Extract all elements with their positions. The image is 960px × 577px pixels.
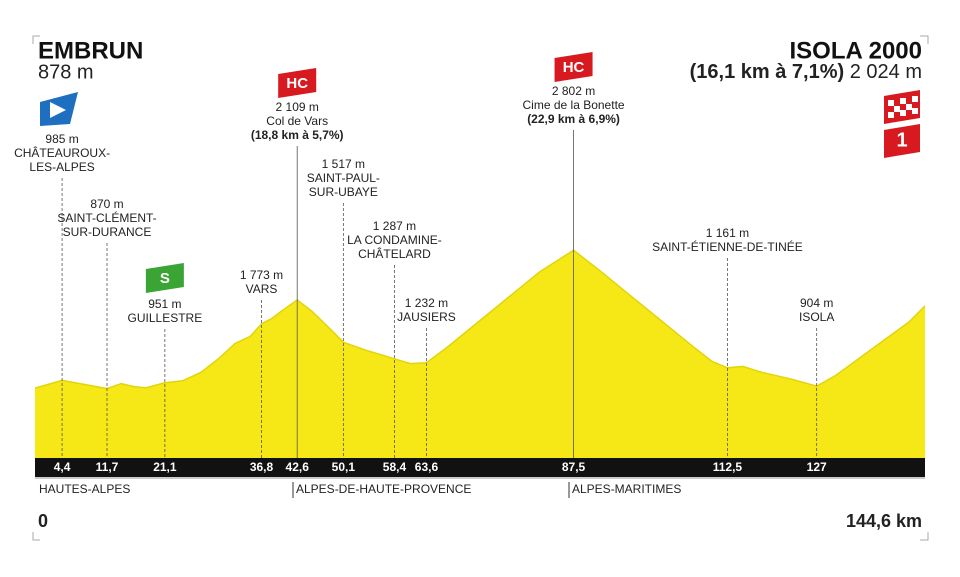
- km-label: 11,7: [96, 460, 119, 474]
- km-label: 127: [807, 460, 827, 474]
- department-label: HAUTES-ALPES: [39, 482, 130, 496]
- start-name: EMBRUN: [38, 37, 143, 64]
- climb-category: HC: [563, 59, 585, 76]
- km-label: 42,6: [286, 460, 310, 474]
- finish-flag: [884, 90, 920, 124]
- frame: [32, 35, 929, 541]
- waypoint-altitude: 870 m: [90, 197, 123, 211]
- km-label: 21,1: [153, 460, 177, 474]
- department-label: ALPES-MARITIMES: [572, 482, 681, 496]
- climb-info: (18,8 km à 5,7%): [251, 128, 344, 142]
- waypoint-name: SUR-UBAYE: [309, 185, 378, 199]
- waypoint-name: Cime de la Bonette: [523, 98, 625, 112]
- waypoint-name: JAUSIERS: [397, 310, 456, 324]
- climb-info: (22,9 km à 6,9%): [527, 112, 620, 126]
- finish-info: (16,1 km à 7,1%) 2 024 m: [690, 61, 922, 83]
- km-label: 87,5: [562, 460, 586, 474]
- climb-category: HC: [286, 75, 308, 92]
- waypoint-name: SUR-DURANCE: [63, 225, 152, 239]
- km-label: 63,6: [415, 460, 439, 474]
- climb-icon: [554, 52, 593, 82]
- distance-total: 144,6 km: [846, 511, 922, 531]
- waypoint-altitude: 2 109 m: [276, 100, 319, 114]
- stage-number-icon: [884, 124, 920, 158]
- km-label: 58,4: [383, 460, 407, 474]
- waypoint-name: GUILLESTRE: [128, 311, 203, 325]
- department-label: ALPES-DE-HAUTE-PROVENCE: [296, 482, 471, 496]
- waypoint-altitude: 904 m: [800, 296, 833, 310]
- waypoint-altitude: 1 161 m: [706, 226, 749, 240]
- waypoint-name: CHÂTEAUROUX-: [14, 145, 110, 160]
- waypoint-altitude: 1 232 m: [405, 296, 448, 310]
- km-bar: [35, 458, 925, 477]
- waypoint-name: VARS: [246, 282, 278, 296]
- start-arrow: [50, 102, 66, 118]
- start-altitude: 878 m: [38, 61, 94, 83]
- finish-altitude: 2 024 m: [850, 61, 922, 83]
- waypoint-altitude: 1 287 m: [373, 219, 416, 233]
- distance-start: 0: [38, 511, 48, 531]
- climb-icon: [278, 68, 317, 98]
- waypoint-name: Col de Vars: [266, 114, 328, 128]
- waypoint-altitude: 1 773 m: [240, 268, 283, 282]
- profile-line: [34, 249, 926, 390]
- finish-name: ISOLA 2000: [789, 37, 922, 64]
- waypoint-name: CHÂTELARD: [358, 246, 431, 261]
- climb-icon: [145, 263, 184, 293]
- waypoint-altitude: 951 m: [148, 297, 181, 311]
- waypoint-name: LA CONDAMINE-: [347, 233, 442, 247]
- waypoint-altitude: 985 m: [45, 132, 78, 146]
- waypoint-name: SAINT-PAUL-: [307, 171, 380, 185]
- km-label: 36,8: [250, 460, 274, 474]
- profile-area: [35, 250, 925, 458]
- waypoint-name: SAINT-ÉTIENNE-DE-TINÉE: [652, 239, 803, 254]
- km-label: 4,4: [54, 460, 71, 474]
- waypoint-name: SAINT-CLÉMENT-: [57, 210, 156, 225]
- waypoint-name: ISOLA: [799, 310, 834, 324]
- km-label: 50,1: [332, 460, 356, 474]
- stage-number: 1: [896, 129, 907, 151]
- climb-category: S: [160, 270, 170, 287]
- waypoint-name: LES-ALPES: [29, 160, 94, 174]
- waypoint-altitude: 1 517 m: [322, 157, 365, 171]
- waypoint-altitude: 2 802 m: [552, 84, 595, 98]
- finish-climb: (16,1 km à 7,1%): [690, 61, 845, 83]
- km-label: 112,5: [713, 460, 743, 474]
